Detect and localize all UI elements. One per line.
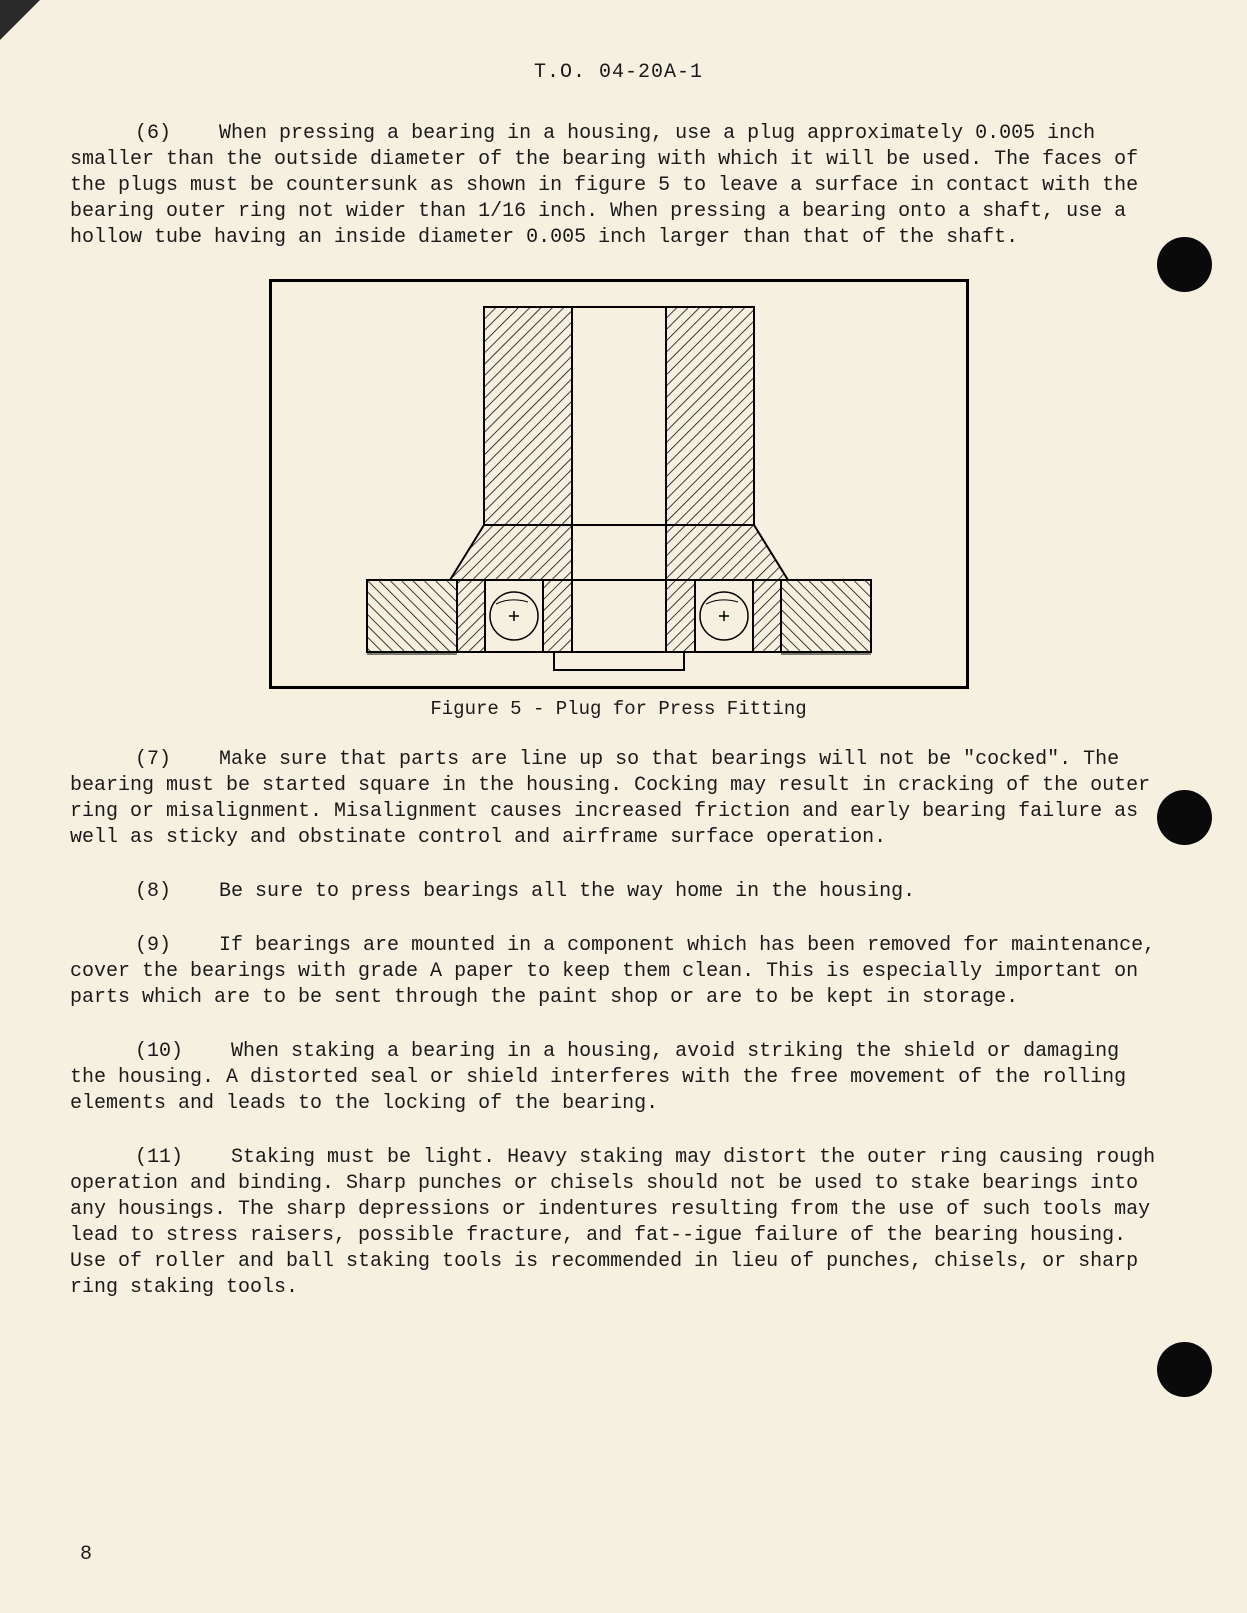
- page-corner-cut: [0, 0, 40, 40]
- para-text-6: When pressing a bearing in a housing, us…: [70, 122, 1138, 249]
- binder-hole-bottom: [1157, 1342, 1212, 1397]
- figure-5-container: Figure 5 - Plug for Press Fitting: [269, 279, 969, 722]
- paragraph-11: (11) Staking must be light. Heavy stakin…: [70, 1145, 1167, 1301]
- paragraph-9: (9) If bearings are mounted in a compone…: [70, 933, 1167, 1011]
- binder-hole-middle: [1157, 790, 1212, 845]
- para-number-8: (8): [70, 879, 171, 905]
- paragraph-7: (7) Make sure that parts are line up so …: [70, 747, 1167, 851]
- document-header: T.O. 04-20A-1: [70, 60, 1167, 86]
- para-number-10: (10): [70, 1039, 183, 1065]
- para-number-9: (9): [70, 933, 171, 959]
- para-text-11: Staking must be light. Heavy staking may…: [70, 1146, 1155, 1299]
- paragraph-10: (10) When staking a bearing in a housing…: [70, 1039, 1167, 1117]
- para-number-6: (6): [70, 121, 171, 147]
- para-text-7: Make sure that parts are line up so that…: [70, 748, 1150, 849]
- binder-hole-top: [1157, 237, 1212, 292]
- para-text-8: Be sure to press bearings all the way ho…: [219, 880, 915, 903]
- page-number: 8: [80, 1542, 92, 1568]
- figure-5-diagram: [272, 282, 966, 686]
- figure-5-caption: Figure 5 - Plug for Press Fitting: [269, 697, 969, 722]
- para-text-10: When staking a bearing in a housing, avo…: [70, 1040, 1126, 1115]
- para-number-11: (11): [70, 1145, 183, 1171]
- para-number-7: (7): [70, 747, 171, 773]
- figure-5-frame: [269, 279, 969, 689]
- para-text-9: If bearings are mounted in a component w…: [70, 934, 1155, 1009]
- paragraph-8: (8) Be sure to press bearings all the wa…: [70, 879, 1167, 905]
- paragraph-6: (6) When pressing a bearing in a housing…: [70, 121, 1167, 251]
